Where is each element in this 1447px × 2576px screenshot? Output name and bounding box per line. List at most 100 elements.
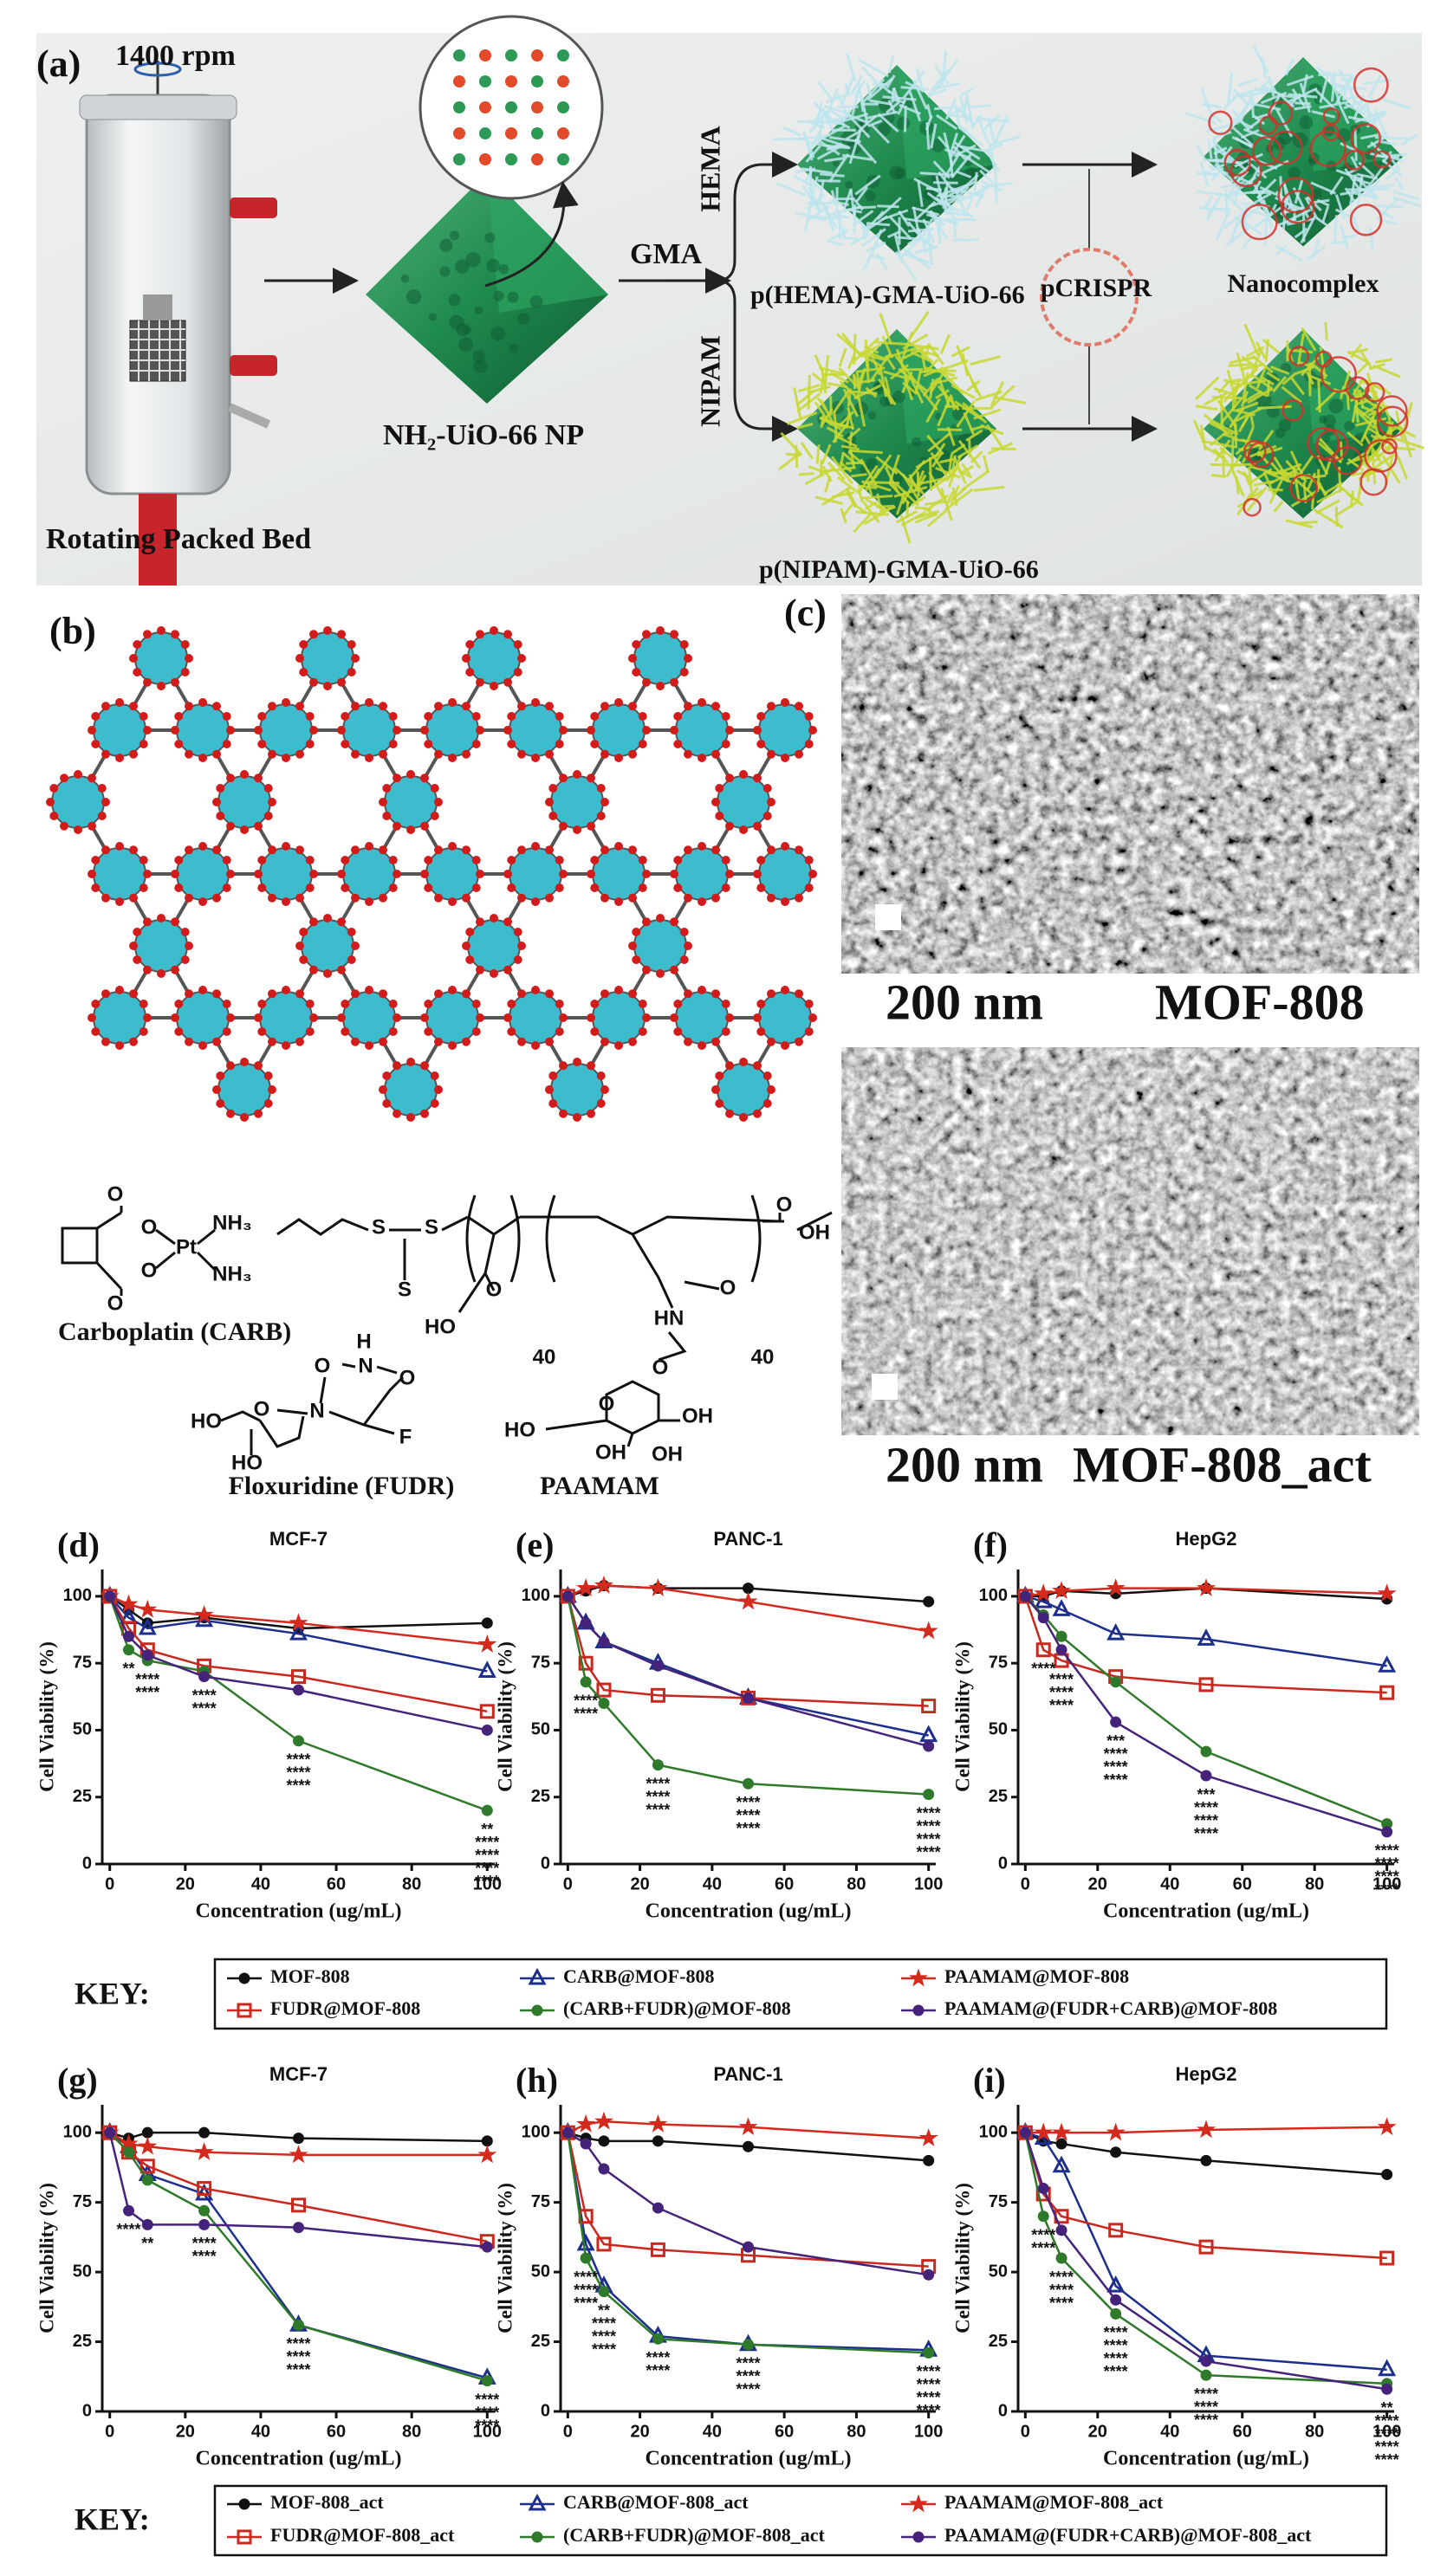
polymer-strand (866, 77, 893, 101)
oxygen (257, 883, 267, 892)
polymer-strand (936, 183, 970, 197)
oxygen (715, 1099, 724, 1108)
panel-a-background (36, 33, 1422, 586)
oxygen (139, 1000, 148, 1008)
marker (119, 1594, 139, 1613)
polymer-strand (965, 93, 974, 126)
oxygen (670, 917, 678, 927)
oxygen (434, 1085, 443, 1094)
polymer-strand (1222, 432, 1238, 440)
oxygen (462, 654, 470, 663)
oxygen (424, 883, 433, 892)
plasmid-coil (1333, 445, 1363, 476)
oxygen (299, 668, 308, 676)
panel-label: (c) (784, 592, 827, 634)
cluster (134, 919, 188, 973)
polymer-strand (1226, 369, 1235, 391)
polymer-strand (1360, 132, 1388, 140)
polymer-strand (867, 119, 883, 128)
x-tick-label: 100 (473, 2422, 502, 2441)
marker (481, 2375, 493, 2387)
oxygen (393, 726, 401, 735)
polymer-strand (820, 172, 845, 178)
oxygen (628, 893, 637, 903)
series-line (108, 1595, 488, 1673)
oxygen (596, 784, 606, 793)
oxygen (679, 668, 689, 676)
oxygen (337, 1013, 346, 1022)
oxygen (174, 712, 184, 721)
polymer-strand (898, 367, 912, 380)
polymer-strand (900, 86, 930, 91)
oxygen (781, 897, 789, 906)
oxygen (185, 654, 193, 663)
y-tick-label: 0 (541, 1854, 550, 1873)
polymer-strand (919, 369, 943, 373)
plasmid-coil (1289, 473, 1319, 502)
marker (237, 2003, 252, 2018)
atom-label: HO (231, 1451, 263, 1474)
oxygen (379, 798, 387, 806)
oxygen (88, 870, 96, 878)
legend-label: CARB@MOF-808_act (563, 2491, 749, 2513)
significance-label: **** (1049, 1671, 1074, 1688)
oxygen (673, 740, 683, 748)
polymer-strand (1346, 457, 1365, 472)
inset-node (531, 153, 543, 165)
oxygen (388, 883, 398, 892)
drug-label: Floxuridine (FUDR) (229, 1472, 455, 1500)
oxygen (503, 870, 512, 878)
polymer-strand (1374, 154, 1400, 159)
marker (1379, 2250, 1395, 2266)
cluster (675, 847, 729, 901)
y-tick-label: 25 (989, 2332, 1008, 2351)
polymer-strand (979, 169, 995, 184)
polymer-strand (800, 441, 814, 460)
marker (743, 2241, 754, 2253)
marker (580, 1617, 592, 1629)
plasmid-coil (1322, 107, 1340, 126)
y-tick-label: 50 (531, 1720, 550, 1739)
oxygen (174, 856, 184, 864)
significance-label: **** (592, 2314, 616, 2332)
marker (1378, 1655, 1397, 1673)
y-tick-label: 0 (82, 2401, 92, 2420)
polymer-strand (868, 222, 891, 227)
oxygen (434, 749, 443, 759)
marker (1110, 1676, 1122, 1688)
polymer-strand (1218, 446, 1233, 459)
marker (1055, 2252, 1067, 2264)
inset-node (505, 101, 517, 113)
oxygen (309, 917, 318, 927)
oxygen (698, 986, 706, 994)
polymer-strand (927, 432, 951, 453)
polymer-strand (949, 134, 966, 159)
polymer-strand (846, 53, 857, 82)
oxygen (725, 1061, 734, 1071)
polymer-strand (1403, 402, 1413, 429)
marker (1106, 1578, 1126, 1596)
significance-label: **** (736, 2368, 760, 2385)
legend-box (213, 1958, 1388, 2030)
inset-node (479, 127, 491, 139)
oxygen (382, 1071, 392, 1080)
polymer-strand (970, 114, 983, 130)
polymer-strand (1204, 413, 1230, 436)
polymer-strand (1316, 198, 1330, 207)
oxygen (555, 883, 564, 892)
significance-label: **** (1049, 2294, 1074, 2312)
inset-node (557, 127, 569, 139)
oxygen (351, 989, 360, 999)
series-line (1024, 1595, 1387, 1694)
polymer-strand (1254, 113, 1269, 120)
marker (743, 2140, 754, 2152)
series-line (1024, 2132, 1387, 2385)
oxygen (531, 897, 540, 906)
polymer-strand (958, 95, 969, 124)
polymer-strand (1275, 244, 1303, 262)
texture (490, 326, 506, 341)
marker (598, 1635, 610, 1647)
oxygen (424, 1027, 433, 1036)
